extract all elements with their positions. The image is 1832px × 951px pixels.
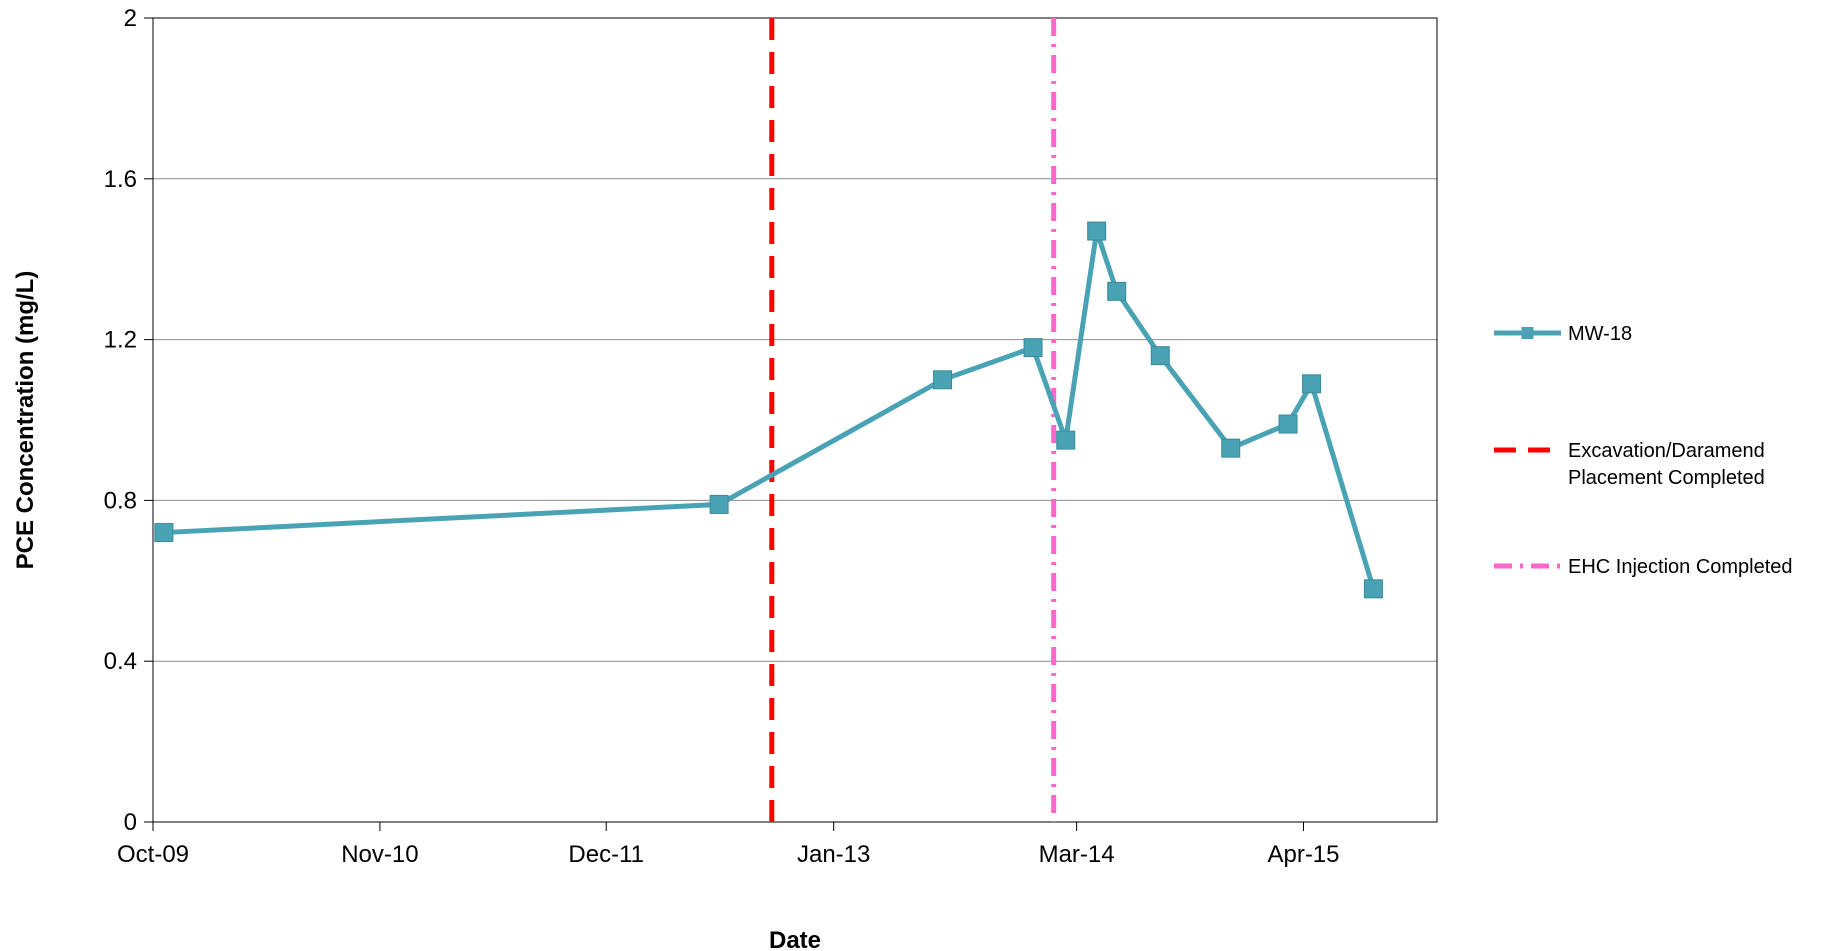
data-point xyxy=(154,523,174,543)
data-point xyxy=(1363,579,1383,599)
legend-swatch-marker xyxy=(1521,327,1534,339)
y-tick-label: 0.4 xyxy=(104,648,137,675)
y-tick-label: 0.8 xyxy=(104,487,137,514)
data-point xyxy=(1056,430,1076,450)
data-point xyxy=(1150,346,1170,366)
vertical-reference-lines xyxy=(769,18,1057,822)
data-point xyxy=(933,370,953,390)
legend-label: MW-18 xyxy=(1568,323,1632,345)
data-point xyxy=(709,494,729,514)
legend-label: Placement Completed xyxy=(1568,467,1765,489)
y-axis-title: PCE Concentration (mg/L) xyxy=(12,271,39,570)
x-tick-label: Apr-15 xyxy=(1267,841,1339,868)
data-series xyxy=(154,221,1383,599)
plot-area xyxy=(152,17,1438,823)
y-tick-label: 1.2 xyxy=(104,327,137,354)
data-point xyxy=(1023,338,1043,358)
x-tick-label: Oct-09 xyxy=(117,841,189,868)
x-tick-label: Dec-11 xyxy=(568,841,644,868)
y-tick-label: 0 xyxy=(124,809,137,836)
y-tick-label: 2 xyxy=(124,5,137,32)
x-tick-label: Nov-10 xyxy=(341,841,418,868)
legend: MW-18 Excavation/Daramend Placement Comple… xyxy=(1494,323,1793,578)
data-point xyxy=(1278,414,1298,434)
y-tick-label: 1.6 xyxy=(104,166,137,193)
data-point xyxy=(1221,438,1241,458)
data-point xyxy=(1087,221,1107,241)
data-point xyxy=(1107,281,1127,301)
legend-label: Excavation/Daramend xyxy=(1568,440,1765,462)
x-tick-label: Jan-13 xyxy=(797,841,870,868)
x-axis-title: Date xyxy=(769,927,821,951)
x-tick-label: Mar-14 xyxy=(1039,841,1115,868)
legend-label: EHC Injection Completed xyxy=(1568,556,1793,578)
data-point xyxy=(1302,374,1322,394)
x-axis: Oct-09 Nov-10 Dec-11 Jan-13 Mar-14 Apr-15 xyxy=(117,822,1340,868)
y-axis: 0 0.4 0.8 1.2 1.6 2 xyxy=(104,5,153,836)
